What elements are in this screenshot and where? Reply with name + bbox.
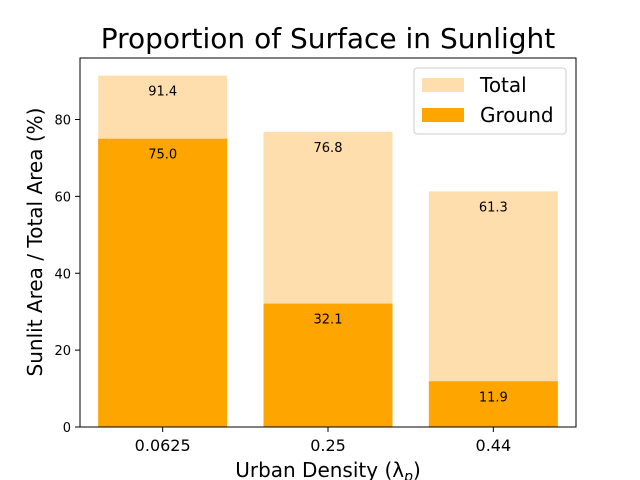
bar-label-total-0: 91.4 (148, 85, 177, 100)
bar-labels-group: 91.4 76.8 61.3 75.0 32.1 11.9 (148, 85, 508, 406)
legend-swatch-ground (422, 108, 464, 122)
x-tick-label-1: 0.25 (310, 436, 346, 455)
y-tick-label-0: 0 (63, 421, 71, 436)
y-tick-label-1: 20 (54, 344, 71, 359)
bar-label-total-2: 61.3 (479, 200, 508, 215)
x-axis-label-suffix: ) (413, 458, 421, 480)
x-axis-label-main: Urban Density (λ (235, 458, 404, 480)
x-axis-ticks: 0.0625 0.25 0.44 (135, 427, 511, 455)
y-axis-ticks: 0 20 40 60 80 (54, 114, 80, 436)
legend-swatch-total (422, 78, 464, 92)
legend-label-total: Total (479, 73, 527, 97)
y-tick-label-4: 80 (54, 114, 71, 129)
bar-label-ground-0: 75.0 (148, 148, 177, 163)
bar-label-total-1: 76.8 (314, 141, 343, 156)
legend-label-ground: Ground (480, 103, 554, 127)
bar-ground-1 (263, 303, 393, 427)
y-axis-label: Sunlit Area / Total Area (%) (23, 108, 47, 377)
legend: Total Ground (413, 67, 567, 135)
x-axis-label-subscript: p (403, 469, 413, 480)
x-axis-label: Urban Density (λp) (235, 458, 421, 480)
bar-label-ground-1: 32.1 (314, 313, 343, 328)
y-tick-label-3: 60 (54, 190, 71, 205)
chart-title: Proportion of Surface in Sunlight (101, 22, 556, 55)
bar-label-ground-2: 11.9 (479, 390, 508, 405)
bars-group (98, 75, 558, 428)
x-tick-label-0: 0.0625 (135, 436, 191, 455)
y-tick-label-2: 40 (54, 267, 71, 282)
bar-ground-0 (98, 138, 228, 427)
bar-ground-2 (428, 381, 558, 427)
x-tick-label-2: 0.44 (476, 436, 512, 455)
